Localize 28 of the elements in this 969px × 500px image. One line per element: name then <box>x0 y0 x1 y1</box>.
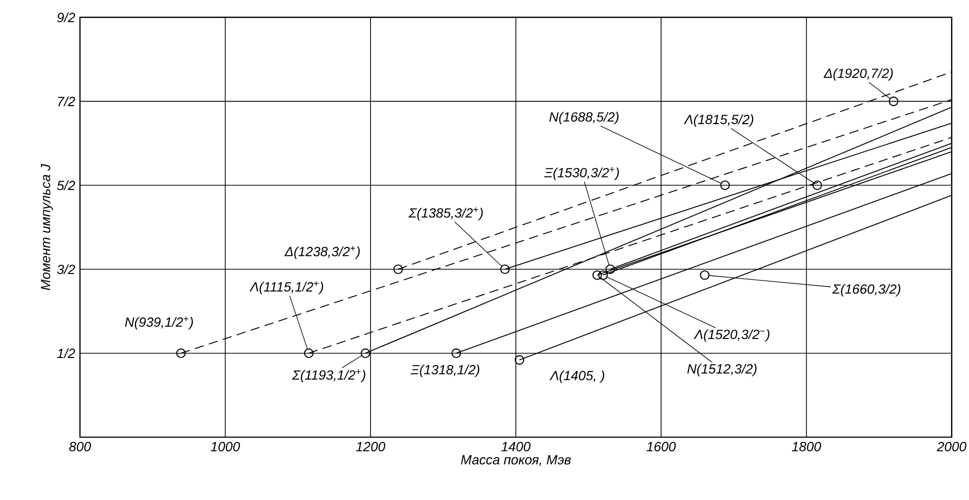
y-tick-label: 3/2 <box>57 264 76 274</box>
annotation: Σ(1660,3/2) <box>832 284 900 297</box>
x-tick-label: 2000 <box>936 442 966 452</box>
annotation: Λ(1815,5/2) <box>684 114 754 127</box>
x-tick-label: 1200 <box>356 442 386 452</box>
annotation: Σ(1385,3/2$^{+}$) <box>408 207 483 220</box>
annotation: Ξ(1318,1/2) <box>410 364 480 378</box>
annotation: Δ(1920,7/2) <box>824 68 893 81</box>
annotation: Δ(1238,3/2$^{+}$) <box>284 246 360 260</box>
y-tick-label: 5/2 <box>57 180 76 190</box>
annotation: N(939,1/2$^{+}$) <box>125 316 193 330</box>
y-axis-title: Момент импульса J <box>40 164 53 290</box>
annotation: N(1512,3/2) <box>687 364 757 376</box>
annotation: Σ(1193,1/2$^{+}$) <box>292 369 366 382</box>
annotation: Λ(1115,1/2$^{+}$) <box>250 281 324 294</box>
y-tick-label: 1/2 <box>57 348 76 358</box>
x-tick-label: 1800 <box>792 442 822 452</box>
x-tick-label: 1600 <box>646 442 676 452</box>
y-tick-label: 9/2 <box>57 12 76 22</box>
x-tick-label: 1400 <box>501 442 531 452</box>
y-tick-label: 7/2 <box>58 96 76 106</box>
x-tick-label: 1000 <box>210 442 240 452</box>
annotation: Ξ(1530,3/2$^{+}$) <box>544 167 619 180</box>
annotation: N(1688,5/2) <box>549 112 618 124</box>
x-tick-label: 800 <box>69 442 91 452</box>
x-axis-title: Масса покоя, Мэв <box>460 455 571 466</box>
annotation: Λ(1520,3/2$^{−}$) <box>694 329 770 342</box>
annotation: Λ(1405, ) <box>550 370 604 384</box>
